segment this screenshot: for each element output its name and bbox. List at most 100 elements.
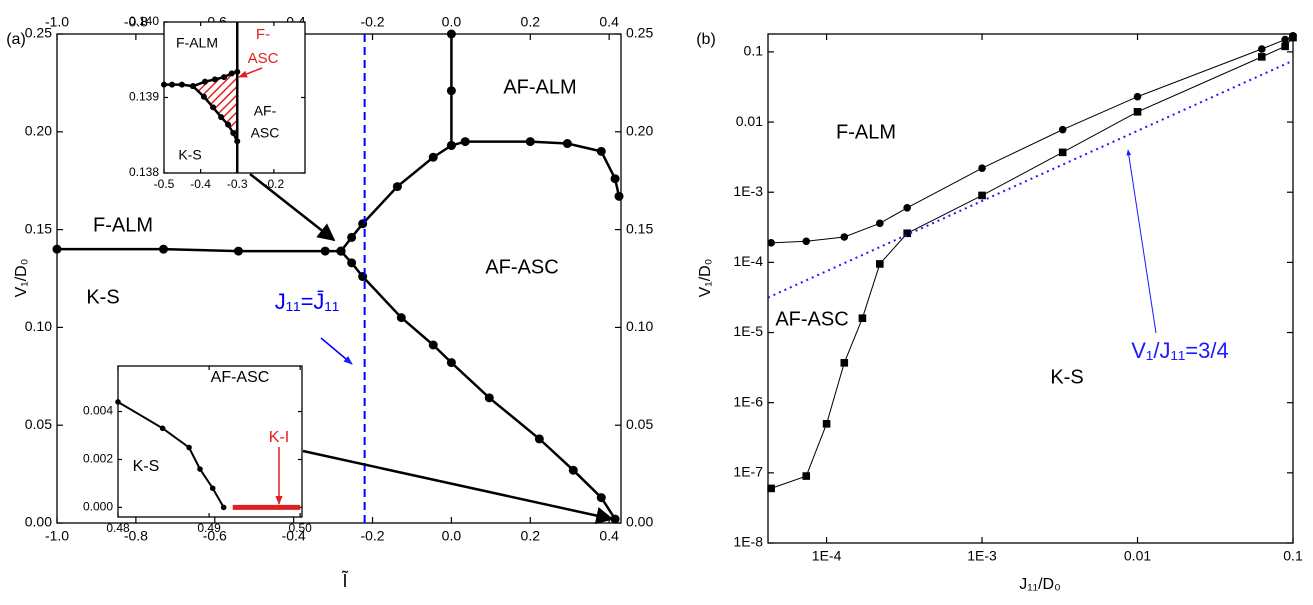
y-tick-label: 0.25 <box>25 25 52 41</box>
plot: -1.0 -0.8 -0.6 -0.4 -0.2 0.0 0.2 0.4 -1.0 -0.8 -0.… <box>6 14 653 591</box>
marker <box>115 399 121 405</box>
plot: 0.48 0.49 0.50 0.000 0.002 0.004 AF-ASC K-S K-I <box>83 365 312 535</box>
marker <box>525 137 535 147</box>
x2-tick-label: -0.8 <box>124 14 148 30</box>
marker <box>211 76 218 83</box>
marker <box>767 239 775 247</box>
y-tick-label: 1E-4 <box>733 253 763 269</box>
marker <box>802 472 811 480</box>
x-tick-label: 0.49 <box>197 521 221 535</box>
y2-tick-label: 0.20 <box>626 123 653 139</box>
plot: -0.5 -0.4 -0.3 -0.2 0.138 0.139 0.140 F-ALM F- AS… <box>129 14 306 191</box>
marker <box>1258 45 1266 53</box>
marker <box>460 137 470 147</box>
y-tick-label: 0.00 <box>25 514 52 530</box>
marker <box>876 260 884 268</box>
plot-frame <box>767 33 1294 544</box>
marker <box>446 29 456 39</box>
y-tick-label: 0.000 <box>83 500 113 514</box>
y-tick-label: 0.138 <box>129 165 159 179</box>
annotation: AF-ASC <box>775 308 848 330</box>
marker <box>767 484 775 493</box>
annotation: F-ALM <box>836 121 896 143</box>
y-tick-label: 0.15 <box>25 220 52 236</box>
annotation: J₁₁=J̄₁₁ <box>275 289 340 314</box>
marker <box>596 493 606 503</box>
y2-tick-label: 0.00 <box>626 514 653 530</box>
arrow <box>238 67 263 78</box>
marker <box>228 70 235 77</box>
marker <box>858 314 867 323</box>
y-axis-title: V₁/D₀ <box>13 259 30 298</box>
panel-label: (b) <box>696 31 716 48</box>
marker <box>396 313 406 323</box>
marker <box>336 246 346 256</box>
x-tick-label: -0.5 <box>154 177 175 191</box>
marker <box>1058 125 1067 134</box>
y2-tick-label: 0.25 <box>626 25 653 41</box>
arrow <box>320 337 353 365</box>
marker <box>233 246 243 256</box>
annotation: K-S <box>133 458 160 475</box>
y2-tick-label: 0.10 <box>626 318 653 334</box>
marker <box>428 152 438 162</box>
marker <box>225 121 232 128</box>
annotation: K-S <box>86 286 119 308</box>
marker <box>320 246 330 256</box>
y2-tick-label: 0.05 <box>626 416 653 432</box>
x-tick-label: -1.0 <box>45 528 69 544</box>
y-tick-label: 0.1 <box>744 43 764 59</box>
y-axis-title: V₁/D₀ <box>697 259 714 298</box>
x-tick-label: 0.48 <box>106 521 130 535</box>
x2-tick-label: -1.0 <box>45 14 69 30</box>
x-tick-label: -0.4 <box>282 528 306 544</box>
marker <box>230 129 237 136</box>
marker <box>189 83 196 90</box>
arrow <box>1126 149 1157 334</box>
x-tick-label: 1E-3 <box>967 548 997 564</box>
marker <box>802 237 811 246</box>
x-tick-label: -0.8 <box>124 528 148 544</box>
marker <box>221 74 228 81</box>
x-tick-label: -0.2 <box>264 177 285 191</box>
x-tick-label: -0.2 <box>360 528 384 544</box>
plot-frame <box>56 33 622 524</box>
x-tick-label: -0.4 <box>190 177 211 191</box>
annotation: K-S <box>178 147 201 163</box>
panel-label: (a) <box>6 31 26 48</box>
x-tick-label: -0.6 <box>203 528 227 544</box>
plot: 1E-4 1E-3 0.01 0.1 1E-8 1E-7 1E-6 1E-5 1E-4 1E-3 0… <box>696 31 1303 593</box>
marker <box>562 139 572 149</box>
annotation: F-ALM <box>176 35 218 51</box>
y2-tick-label: 0.15 <box>626 220 653 236</box>
marker <box>52 244 62 254</box>
marker <box>159 425 166 432</box>
marker <box>1281 35 1289 44</box>
marker <box>158 244 168 254</box>
marker <box>161 81 167 88</box>
x-tick-label: -0.3 <box>227 177 248 191</box>
x-tick-label: 0.1 <box>1283 548 1303 564</box>
annotation: ASC <box>248 50 279 67</box>
x2-tick-label: -0.2 <box>360 14 384 30</box>
series-line <box>117 401 225 508</box>
x-tick-label: 1E-4 <box>812 548 842 564</box>
marker <box>178 81 185 88</box>
x-tick-label: 0.0 <box>442 528 462 544</box>
marker <box>347 232 357 242</box>
marker <box>1281 42 1289 51</box>
marker <box>347 258 357 268</box>
annotation: AF- <box>254 103 277 119</box>
series-line <box>339 140 621 252</box>
marker <box>218 114 225 121</box>
x2-tick-label: 0.2 <box>521 14 541 30</box>
x-tick-label: 0.4 <box>599 528 619 544</box>
plot-frame <box>117 365 303 518</box>
x2-tick-label: 0.4 <box>599 14 619 30</box>
y-tick-label: 0.05 <box>25 416 52 432</box>
marker <box>428 340 438 350</box>
y-tick-label: 0.20 <box>25 123 52 139</box>
annotation: AF-ASC <box>485 256 558 278</box>
marker <box>903 203 911 212</box>
